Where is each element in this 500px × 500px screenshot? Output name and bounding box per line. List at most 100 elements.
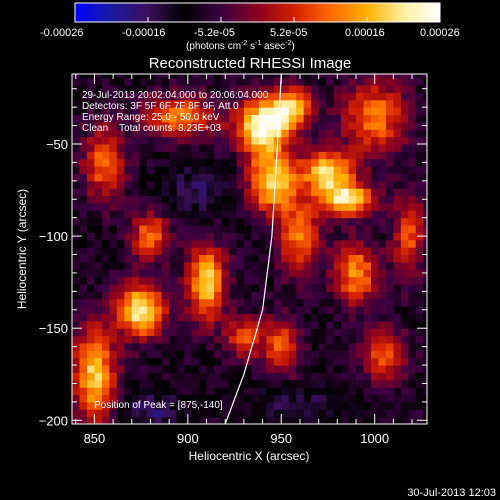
heatmap-cell	[79, 320, 88, 329]
heatmap-cell	[79, 74, 88, 79]
heatmap-cell	[348, 151, 357, 160]
heatmap-cell	[273, 107, 282, 116]
heatmap-cell	[423, 225, 427, 233]
heatmap-cell	[94, 261, 103, 270]
heatmap-cell	[415, 372, 424, 381]
heatmap-cell	[318, 409, 327, 418]
colorbar: -0.00026 -0.00016 -5.2e-05 5.2e-05 0.000…	[40, 2, 460, 52]
heatmap-cell	[176, 350, 185, 359]
heatmap-cell	[385, 114, 394, 123]
heatmap-cell	[101, 129, 110, 138]
heatmap-cell	[341, 313, 350, 322]
heatmap-cell	[101, 328, 110, 337]
heatmap-cell	[236, 158, 245, 167]
heatmap-cell	[296, 335, 305, 344]
heatmap-cell	[258, 151, 267, 160]
heatmap-cell	[176, 401, 185, 410]
heatmap-cell	[266, 202, 275, 211]
heatmap-cell	[356, 365, 364, 373]
heatmap-cell	[378, 342, 387, 351]
heatmap-cell	[296, 247, 305, 256]
heatmap-cell	[236, 114, 245, 123]
heatmap-cell	[273, 232, 282, 241]
heatmap-cell	[356, 372, 364, 381]
heatmap-cell	[423, 180, 427, 189]
heatmap-cell	[393, 306, 402, 314]
heatmap-cell	[86, 74, 95, 79]
heatmap-cell	[333, 365, 342, 373]
heatmap-cell	[176, 365, 185, 373]
heatmap-cell	[348, 180, 357, 189]
heatmap-cell	[341, 387, 350, 396]
heatmap-cell	[423, 74, 427, 79]
heatmap-cell	[311, 342, 320, 351]
heatmap-cell	[318, 365, 327, 373]
heatmap-cell	[363, 210, 372, 219]
heatmap-cell	[116, 409, 125, 418]
heatmap-cell	[94, 195, 103, 204]
heatmap-cell	[318, 306, 327, 314]
heatmap-cell	[86, 342, 95, 351]
heatmap-cell	[228, 284, 237, 292]
heatmap-cell	[400, 136, 409, 145]
heatmap-cell	[236, 401, 245, 410]
heatmap-cell	[400, 77, 409, 86]
heatmap-cell	[296, 225, 305, 233]
heatmap-cell	[273, 92, 282, 101]
heatmap-cell	[79, 387, 88, 396]
heatmap-cell	[326, 269, 335, 278]
heatmap-cell	[348, 188, 357, 197]
heatmap-cell	[356, 144, 364, 152]
heatmap-cell	[228, 195, 237, 204]
heatmap-cell	[251, 188, 260, 197]
heatmap-cell	[169, 372, 178, 381]
heatmap-cell	[214, 313, 222, 322]
heatmap-cell	[86, 180, 95, 189]
heatmap-cell	[400, 151, 409, 160]
heatmap-cell	[139, 107, 148, 116]
heatmap-cell	[318, 298, 327, 307]
heatmap-cell	[214, 306, 222, 314]
heatmap-cell	[378, 372, 387, 381]
heatmap-cell	[184, 269, 193, 278]
heatmap-cell	[311, 416, 320, 424]
heatmap-cell	[184, 247, 193, 256]
heatmap-cell	[116, 121, 125, 130]
heatmap-cell	[191, 313, 200, 322]
heatmap-cell	[273, 298, 282, 307]
heatmap-cell	[318, 372, 327, 381]
heatmap-cell	[258, 210, 267, 219]
heatmap-cell	[326, 350, 335, 359]
heatmap-cell	[214, 217, 222, 226]
heatmap-cell	[356, 313, 364, 322]
heatmap-cell	[333, 202, 342, 211]
heatmap-cell	[341, 247, 350, 256]
heatmap-cell	[341, 85, 350, 93]
heatmap-cell	[86, 306, 95, 314]
heatmap-cell	[161, 298, 170, 307]
heatmap-cell	[378, 114, 387, 123]
heatmap-cell	[273, 239, 282, 248]
heatmap-cell	[176, 136, 185, 145]
heatmap-cell	[184, 394, 193, 403]
heatmap-cell	[184, 107, 193, 116]
heatmap-cell	[363, 276, 372, 285]
heatmap-cell	[296, 136, 305, 145]
heatmap-cell	[161, 217, 170, 226]
heatmap-cell	[131, 276, 140, 285]
heatmap-cell	[363, 284, 372, 292]
heatmap-cell	[408, 144, 417, 152]
heatmap-cell	[191, 225, 200, 233]
heatmap-cell	[423, 313, 427, 322]
heatmap-cell	[206, 276, 215, 285]
heatmap-cell	[393, 232, 402, 241]
heatmap-cell	[146, 232, 155, 241]
heatmap-cell	[348, 291, 357, 300]
heatmap-cell	[154, 74, 163, 79]
heatmap-cell	[79, 158, 88, 167]
heatmap-cell	[251, 298, 260, 307]
heatmap-cell	[86, 173, 95, 182]
heatmap-cell	[146, 387, 155, 396]
heatmap-cell	[79, 173, 88, 182]
heatmap-cell	[356, 121, 364, 130]
